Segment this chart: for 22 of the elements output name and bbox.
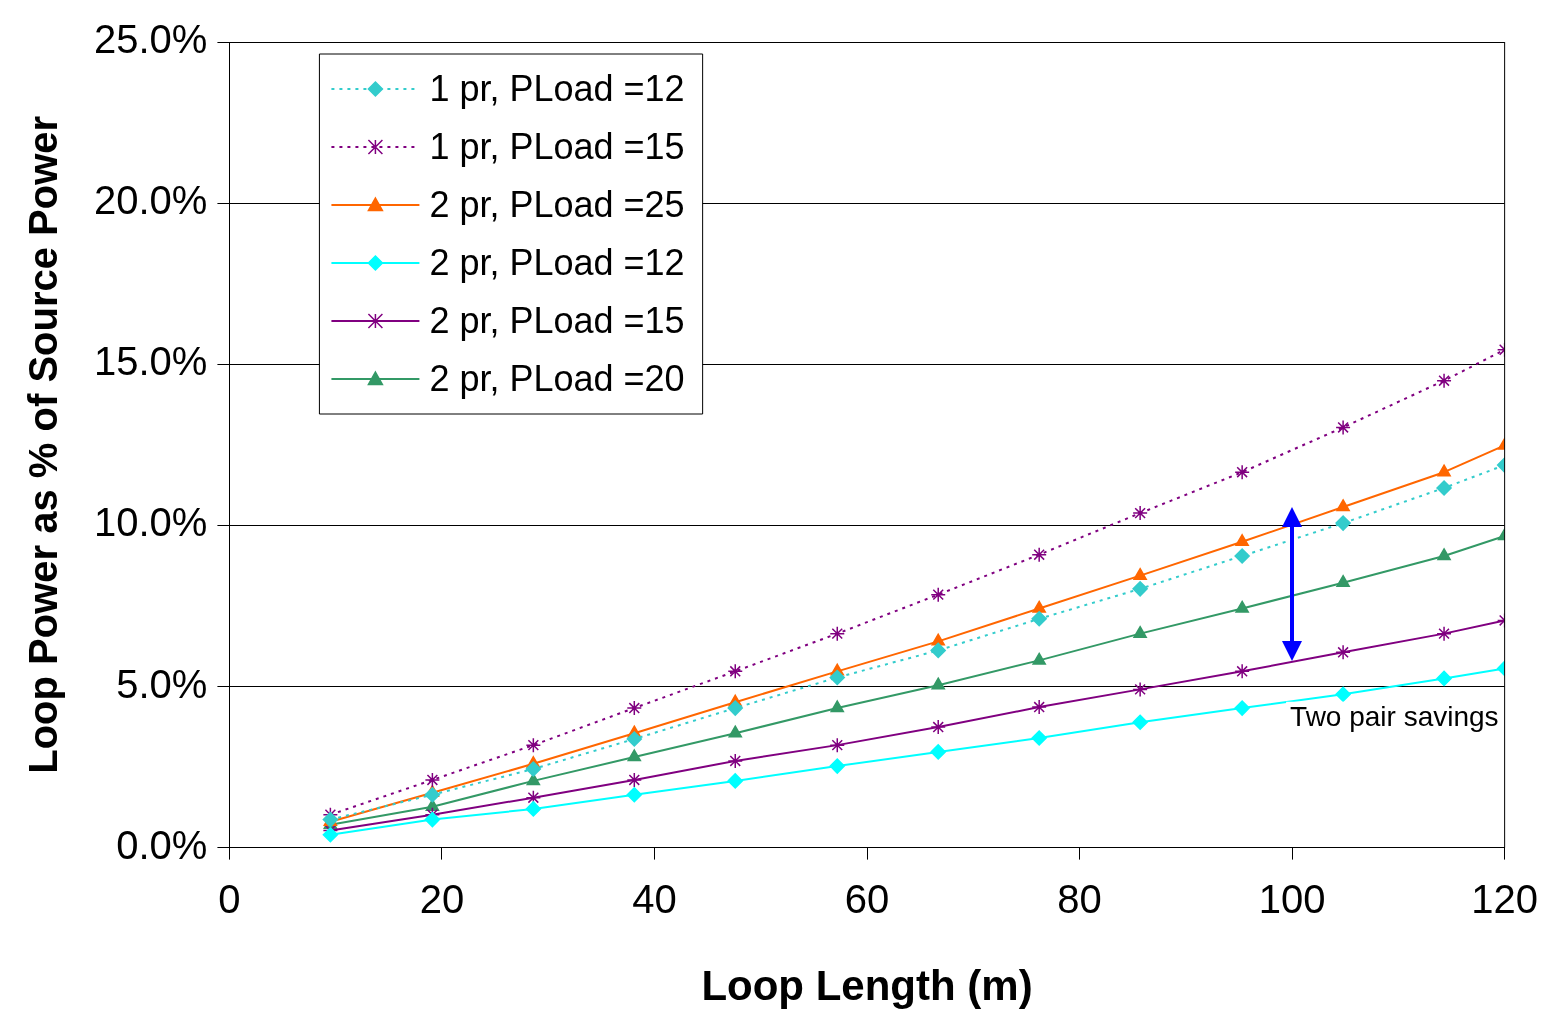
annotation: Two pair savings xyxy=(1290,701,1499,733)
x-tick-label: 40 xyxy=(632,876,677,921)
y-tick-label: 20.0% xyxy=(94,178,208,223)
x-tick-label: 120 xyxy=(1471,876,1539,921)
x-tick-label: 80 xyxy=(1057,876,1102,921)
x-tick-label: 20 xyxy=(419,876,465,921)
legend-label: 1 pr, PLoad =15 xyxy=(429,125,685,167)
x-tick-label: 0 xyxy=(218,876,241,921)
y-axis-title: Loop Power as % of Source Power xyxy=(21,115,66,774)
x-tick-label: 100 xyxy=(1258,876,1326,921)
y-tick-label: 10.0% xyxy=(94,500,208,545)
x-axis-title: Loop Length (m) xyxy=(701,962,1033,1010)
y-tick-label: 5.0% xyxy=(116,661,208,706)
y-tick-label: 25.0% xyxy=(94,17,208,62)
legend-label: 2 pr, PLoad =12 xyxy=(429,241,685,283)
legend-label: 2 pr, PLoad =25 xyxy=(429,183,685,225)
x-tick-label: 60 xyxy=(844,876,890,921)
legend-label: 2 pr, PLoad =20 xyxy=(429,357,685,399)
y-tick-label: 15.0% xyxy=(94,339,208,384)
legend-label: 1 pr, PLoad =12 xyxy=(429,67,685,109)
y-tick-label: 0.0% xyxy=(116,822,208,867)
legend-label: 2 pr, PLoad =15 xyxy=(429,299,685,341)
